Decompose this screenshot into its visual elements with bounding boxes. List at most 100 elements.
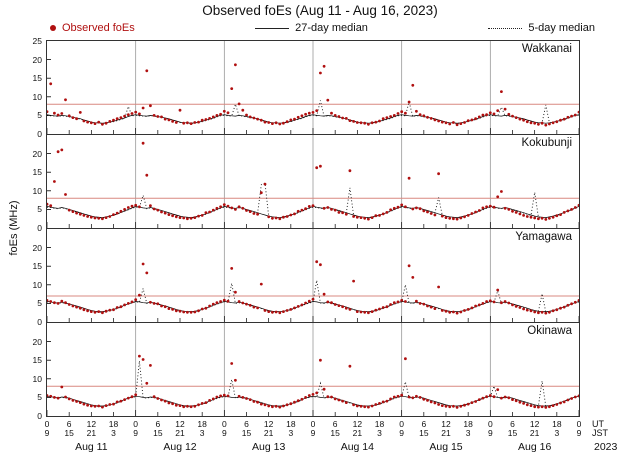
x-tick-jst: 9 (487, 428, 493, 438)
date-label: Aug 15 (429, 441, 463, 453)
ut-axis-label: UT (592, 419, 604, 429)
panel-plot-yamagawa (47, 229, 579, 322)
x-tick-ut: 0 (487, 419, 493, 429)
y-tick-label: 15 (32, 355, 42, 366)
x-tick-jst: 9 (310, 428, 316, 438)
chart-panels: Wakkanai Kokubunji Yamagawa Okinawa (46, 40, 580, 417)
x-tick-ut: 18 (552, 419, 562, 429)
x-tick-ut: 18 (197, 419, 207, 429)
x-tick-ut: 6 (332, 419, 338, 429)
y-tick-label: 5 (37, 392, 42, 403)
y-tick-label: 20 (32, 148, 42, 159)
x-tick-ut: 0 (310, 419, 316, 429)
x-tick-ut: 0 (221, 419, 227, 429)
x-tick-jst: 21 (441, 428, 451, 438)
x-tick-jst: 15 (330, 428, 340, 438)
legend-median5: 5-day median (488, 22, 595, 34)
dotted-line-icon (488, 27, 523, 29)
year-label: 2023 (594, 441, 618, 453)
y-tick-label: 15 (32, 167, 42, 178)
x-tick-jst: 3 (199, 428, 205, 438)
date-label: Aug 14 (340, 441, 374, 453)
x-tick-jst: 21 (175, 428, 185, 438)
y-tick-label: 0 (37, 223, 42, 233)
x-tick-jst: 15 (153, 428, 163, 438)
y-tick-label: 0 (37, 411, 42, 421)
x-tick-jst: 3 (377, 428, 382, 438)
x-tick-jst: 9 (399, 428, 405, 438)
x-tick-ut: 6 (510, 419, 515, 429)
legend-median27-label: 27-day median (295, 22, 368, 34)
x-tick-ut: 18 (374, 419, 385, 429)
x-tick-ut: 0 (576, 419, 582, 429)
y-tick-label: 0 (37, 129, 42, 139)
x-tick-jst: 21 (529, 428, 540, 438)
median5-line (47, 100, 579, 125)
x-tick-ut: 6 (421, 419, 427, 429)
station-label-yamagawa: Yamagawa (515, 231, 572, 243)
y-tick-label: 5 (37, 204, 42, 215)
station-label-okinawa: Okinawa (527, 325, 572, 337)
x-tick-ut: 12 (529, 419, 540, 429)
x-tick-jst: 21 (352, 428, 363, 438)
x-tick-jst: 21 (86, 428, 97, 438)
y-tick-label: 10 (32, 91, 42, 102)
x-tick-ut: 12 (175, 419, 185, 429)
x-tick-ut: 18 (463, 419, 473, 429)
y-tick-label: 15 (32, 261, 42, 272)
panel-okinawa: Okinawa (47, 323, 579, 416)
date-label: Aug 13 (252, 441, 286, 453)
x-tick-ut: 12 (86, 419, 97, 429)
panel-plot-kokubunji (47, 135, 579, 228)
x-tick-jst: 3 (288, 428, 294, 438)
observed-dot-icon (50, 25, 56, 31)
panel-plot-wakkanai (47, 41, 579, 134)
station-label-wakkanai: Wakkanai (521, 43, 572, 55)
legend-median27: 27-day median (255, 22, 368, 34)
solid-line-icon (255, 27, 290, 29)
date-label: Aug 16 (518, 441, 552, 453)
x-tick-jst: 9 (221, 428, 227, 438)
x-tick-ut: 6 (244, 419, 249, 429)
x-tick-jst: 15 (241, 428, 252, 438)
y-tick-label: 20 (32, 54, 42, 65)
x-tick-jst: 9 (44, 428, 50, 438)
panel-wakkanai: Wakkanai (47, 41, 579, 135)
x-tick-ut: 6 (155, 419, 161, 429)
x-tick-jst: 15 (419, 428, 429, 438)
x-tick-ut: 0 (44, 419, 50, 429)
y-tick-label: 20 (32, 336, 42, 347)
x-tick-ut: 18 (286, 419, 296, 429)
x-tick-ut: 6 (66, 419, 72, 429)
x-tick-jst: 15 (64, 428, 74, 438)
x-tick-jst: 15 (507, 428, 518, 438)
x-tick-jst: 9 (576, 428, 582, 438)
jst-axis-label: JST (592, 428, 609, 438)
y-tick-label: 20 (32, 242, 42, 253)
station-label-kokubunji: Kokubunji (521, 137, 572, 149)
panel-plot-okinawa (47, 323, 579, 416)
x-tick-jst: 21 (263, 428, 274, 438)
x-tick-ut: 0 (133, 419, 139, 429)
y-tick-label: 5 (37, 298, 42, 309)
y-tick-label: 25 (32, 36, 42, 46)
chart-title: Observed foEs (Aug 11 - Aug 16, 2023) (202, 3, 438, 18)
y-tick-label: 15 (32, 73, 42, 84)
y-tick-label: 10 (32, 185, 42, 196)
x-tick-ut: 12 (352, 419, 363, 429)
x-tick-ut: 18 (108, 419, 119, 429)
panel-yamagawa: Yamagawa (47, 229, 579, 323)
legend-median5-label: 5-day median (528, 22, 595, 34)
median27-line (47, 114, 579, 124)
date-label: Aug 11 (75, 441, 108, 453)
chart-legend: Observed foEs 27-day median 5-day median (50, 22, 595, 34)
legend-observed: Observed foEs (50, 22, 135, 34)
x-tick-ut: 12 (441, 419, 451, 429)
y-tick-label: 10 (32, 373, 42, 384)
y-tick-label: 0 (37, 317, 42, 327)
x-tick-ut: 0 (399, 419, 405, 429)
panel-kokubunji: Kokubunji (47, 135, 579, 229)
x-tick-jst: 3 (465, 428, 471, 438)
x-tick-jst: 9 (133, 428, 139, 438)
